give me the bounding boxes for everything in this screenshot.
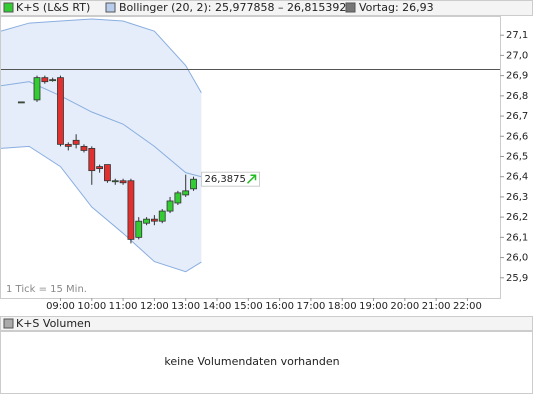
candle-body — [174, 192, 182, 204]
legend-label: Vortag: 26,93 — [359, 1, 434, 14]
x-tick-label: 11:00 — [109, 301, 138, 312]
y-tick-label: 27,1 — [506, 30, 528, 41]
y-tick-label: 26,3 — [506, 192, 528, 203]
candle-body — [88, 148, 96, 172]
candle-body — [17, 101, 25, 104]
x-tick-label: 09:00 — [46, 301, 75, 312]
y-tick-label: 26,2 — [506, 212, 528, 223]
candle-body — [49, 79, 57, 82]
last-price-label: 26,3875 — [205, 174, 246, 185]
legend-icon — [345, 2, 356, 13]
candle-body — [72, 139, 80, 145]
y-tick-label: 26,8 — [506, 91, 528, 102]
candle-body — [80, 145, 88, 151]
y-tick-label: 26,5 — [506, 151, 528, 162]
x-tick-label: 19:00 — [359, 301, 388, 312]
x-tick-label: 14:00 — [203, 301, 232, 312]
candle-body — [33, 77, 41, 101]
x-tick-label: 15:00 — [234, 301, 263, 312]
candle-body — [166, 200, 174, 212]
bollinger-area — [1, 19, 202, 272]
x-tick-label: 22:00 — [453, 301, 482, 312]
y-tick-label: 26,9 — [506, 71, 528, 82]
volume-header — [0, 316, 533, 331]
candle-body — [111, 180, 119, 183]
bollinger-lower — [0, 145, 202, 273]
y-tick-label: 27,0 — [506, 50, 528, 61]
x-tick-label: 10:00 — [77, 301, 106, 312]
candle-body — [119, 180, 127, 184]
candle-body — [158, 210, 166, 222]
candle-body — [182, 190, 190, 196]
candle-body — [135, 220, 143, 238]
x-tick-label: 16:00 — [265, 301, 294, 312]
y-tick-label: 26,4 — [506, 172, 528, 183]
legend-label: Bollinger (20, 2): 25,977858 – 26,815392 — [119, 1, 346, 14]
candle-body — [41, 77, 49, 83]
candle-body — [104, 164, 111, 182]
plot-frame — [0, 16, 501, 299]
y-tick-label: 26,6 — [506, 131, 528, 142]
x-tick-label: 12:00 — [140, 301, 169, 312]
candle-body — [64, 143, 72, 147]
y-tick-label: 26,0 — [506, 253, 528, 264]
x-tick-label: 21:00 — [422, 301, 451, 312]
candle-body — [127, 180, 135, 240]
legend-icon — [105, 2, 116, 13]
candle-body — [143, 218, 150, 224]
last-price-arrow — [246, 174, 257, 184]
candle-body — [150, 218, 158, 222]
bollinger-upper — [0, 18, 202, 93]
x-tick-label: 18:00 — [328, 301, 357, 312]
x-tick-label: 17:00 — [297, 301, 326, 312]
volume-title: K+S Volumen — [16, 317, 91, 330]
volume-panel — [0, 331, 533, 394]
legend-label: K+S (L&S RT) — [16, 1, 90, 14]
candle-body — [57, 77, 64, 145]
legend-icon — [3, 318, 14, 329]
x-tick-label: 13:00 — [171, 301, 200, 312]
y-tick-label: 26,7 — [506, 111, 528, 122]
y-tick-label: 26,1 — [506, 232, 528, 243]
legend-icon — [3, 2, 14, 13]
annotation: 1 Tick = 15 Min. — [6, 284, 87, 295]
candle-body — [96, 166, 104, 170]
volume-message: keine Volumendaten vorhanden — [164, 355, 339, 368]
legend-bar — [0, 0, 533, 16]
x-tick-label: 20:00 — [390, 301, 419, 312]
candle-body — [190, 178, 197, 190]
y-tick-label: 25,9 — [506, 273, 528, 284]
last-price-box — [201, 171, 261, 187]
